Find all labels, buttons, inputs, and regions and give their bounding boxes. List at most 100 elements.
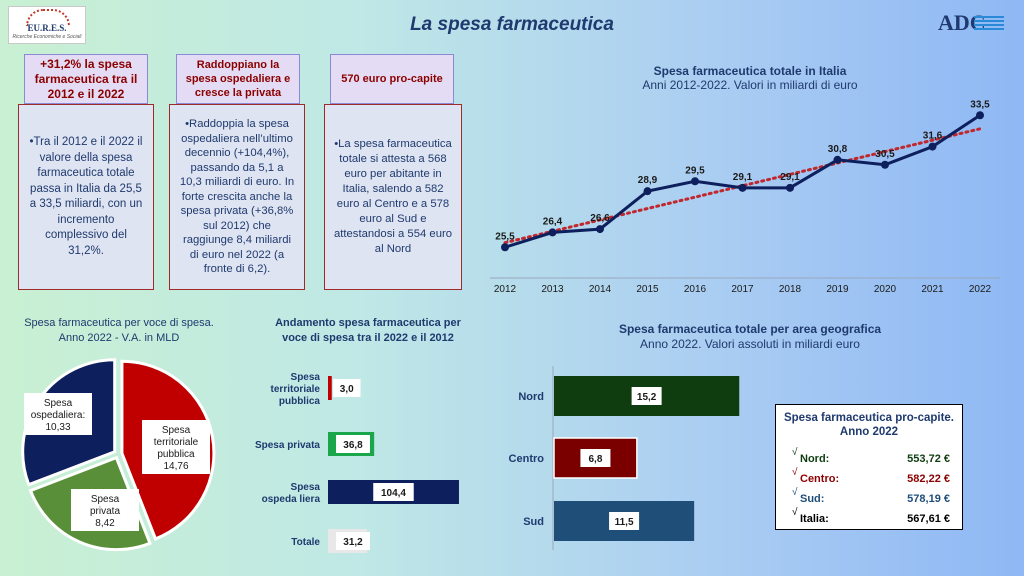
- pie-label-box: [24, 393, 92, 435]
- data-point: [501, 243, 509, 252]
- check-icon: √: [792, 507, 798, 518]
- line-chart-title: Spesa farmaceutica totale in Italia: [653, 64, 847, 78]
- page-title: La spesa farmaceutica: [410, 14, 614, 35]
- procapite-area: Nord:: [800, 453, 830, 465]
- x-tick-label: 2013: [541, 284, 564, 295]
- area-chart-subtitle: Anno 2022. Valori assoluti in miliardi e…: [640, 337, 860, 351]
- box3-header: 570 euro pro-capite: [330, 54, 454, 104]
- data-label: 26,4: [543, 216, 563, 227]
- data-label: 28,9: [638, 175, 658, 186]
- area-chart-title-block: Spesa farmaceutica totale per area geogr…: [560, 322, 940, 352]
- check-icon: √: [792, 487, 798, 498]
- check-icon: √: [792, 447, 798, 458]
- logo-lines-icon: [974, 16, 1004, 32]
- area-chart-title: Spesa farmaceutica totale per area geogr…: [618, 322, 882, 336]
- pie-slice-label: Spesa ospedaliera: 10,33: [31, 398, 85, 433]
- logo-left-name: EU.R.E.S.: [27, 23, 67, 33]
- data-label: 29,1: [780, 172, 800, 183]
- box2-body: •Raddoppia la spesa ospedaliera nell’ult…: [169, 104, 305, 290]
- line-chart: 25,5 2012 26,4 2013 26,6 2014 28,9 2015 29,5 2016…: [490, 99, 1000, 295]
- x-tick-label: 2012: [494, 284, 517, 295]
- x-tick-label: 2018: [779, 284, 802, 295]
- box1-body: •Tra il 2012 e il 2022 il valore della s…: [18, 104, 154, 290]
- pie-chart-title: Spesa farmaceutica per voce di spesa. An…: [24, 317, 214, 344]
- data-point: [786, 183, 794, 192]
- data-label: 30,5: [875, 149, 895, 160]
- procapite-row: √ Sud: 578,19 €: [792, 487, 950, 505]
- data-label: 25,5: [495, 231, 515, 242]
- data-point: [643, 187, 652, 196]
- value-label-box: [609, 512, 640, 530]
- data-point: [928, 142, 937, 151]
- data-point: [596, 225, 604, 234]
- x-tick-label: 2021: [921, 284, 944, 295]
- data-point: [548, 228, 557, 237]
- pie-label-box: [71, 489, 139, 531]
- pie-slice-label: Spesa privata 8,42: [90, 494, 120, 529]
- value-label: 104,4: [381, 488, 406, 499]
- box2-header: Raddoppiano la spesa ospedaliera e cresc…: [176, 54, 300, 104]
- procapite-area: Centro:: [800, 473, 840, 485]
- data-label: 30,8: [828, 144, 848, 155]
- value-label: 11,5: [615, 517, 634, 528]
- x-tick-label: 2015: [636, 284, 659, 295]
- procapite-value: 567,61 €: [907, 513, 950, 525]
- x-tick-label: 2016: [684, 284, 707, 295]
- x-tick-label: 2022: [969, 284, 992, 295]
- value-label: 3,0: [340, 384, 354, 395]
- category-label: Spesa territoriale pubblica: [271, 372, 321, 407]
- category-label: Sud: [523, 516, 544, 528]
- box3-body: •La spesa farmaceutica totale si attesta…: [324, 104, 462, 290]
- category-label: Spesa ospeda liera: [262, 482, 321, 505]
- value-label-box: [580, 449, 611, 467]
- data-label: 29,1: [733, 172, 753, 183]
- value-label: 6,8: [588, 454, 602, 465]
- value-label-box: [373, 483, 414, 501]
- x-tick-label: 2019: [826, 284, 849, 295]
- bar: [328, 376, 332, 400]
- check-icon: √: [792, 467, 798, 478]
- pie-slice-label: Spesa territoriale pubblica 14,76: [154, 425, 199, 472]
- value-label: 36,8: [343, 440, 363, 451]
- data-point: [691, 177, 699, 186]
- area-bar-chart: Nord 15,2 Centro 6,8 Sud 11,5: [509, 366, 740, 550]
- value-label: 31,2: [343, 537, 363, 548]
- procapite-row: √ Centro: 582,22 €: [792, 467, 950, 485]
- x-tick-label: 2020: [874, 284, 897, 295]
- trend-line: [503, 127, 982, 245]
- data-label: 33,5: [970, 99, 990, 110]
- category-label: Centro: [509, 453, 545, 465]
- category-label: Spesa privata: [255, 440, 320, 451]
- variation-chart-title: Andamento spesa farmaceutica per voce di…: [275, 317, 461, 344]
- line-chart-subtitle: Anni 2012-2022. Valori in miliardi di eu…: [642, 78, 858, 92]
- line-chart-title-block: Spesa farmaceutica totale in Italia Anni…: [480, 64, 1020, 92]
- procapite-area: Italia:: [800, 513, 829, 525]
- data-label: 26,6: [590, 213, 610, 224]
- variation-bar-chart: Spesa territoriale pubblica 3,0 Spesa privat…: [255, 372, 459, 553]
- value-label-box: [333, 379, 361, 397]
- data-point: [976, 111, 984, 120]
- x-tick-label: 2014: [589, 284, 612, 295]
- value-label-box: [336, 532, 370, 550]
- pie-label-box: [142, 420, 210, 474]
- procapite-value: 553,72 €: [907, 453, 950, 465]
- data-point: [881, 160, 889, 169]
- procapite-area: Sud:: [800, 493, 825, 505]
- procapite-box: Spesa farmaceutica pro-capite. Anno 2022…: [775, 404, 963, 530]
- procapite-row: √ Nord: 553,72 €: [792, 447, 950, 465]
- logo-left-subtitle: Ricerche Economiche e Sociali: [12, 34, 82, 40]
- data-label: 29,5: [685, 165, 705, 176]
- x-tick-label: 2017: [731, 284, 754, 295]
- pie-chart: Spesa territoriale pubblica 14,76 Spesa priva…: [21, 358, 216, 552]
- procapite-value: 582,22 €: [907, 473, 950, 485]
- box1-header: +31,2% la spesa farmaceutica tra il 2012…: [24, 54, 148, 104]
- category-label: Nord: [518, 391, 544, 403]
- value-label: 15,2: [637, 392, 657, 403]
- data-label: 31,6: [923, 131, 943, 142]
- data-point: [833, 155, 842, 164]
- procapite-value: 578,19 €: [907, 493, 950, 505]
- category-label: Totale: [291, 537, 320, 548]
- eures-logo: EU.R.E.S. Ricerche Economiche e Sociali: [8, 6, 86, 44]
- value-label-box: [336, 435, 370, 453]
- adc-logo: ADC: [936, 8, 1008, 40]
